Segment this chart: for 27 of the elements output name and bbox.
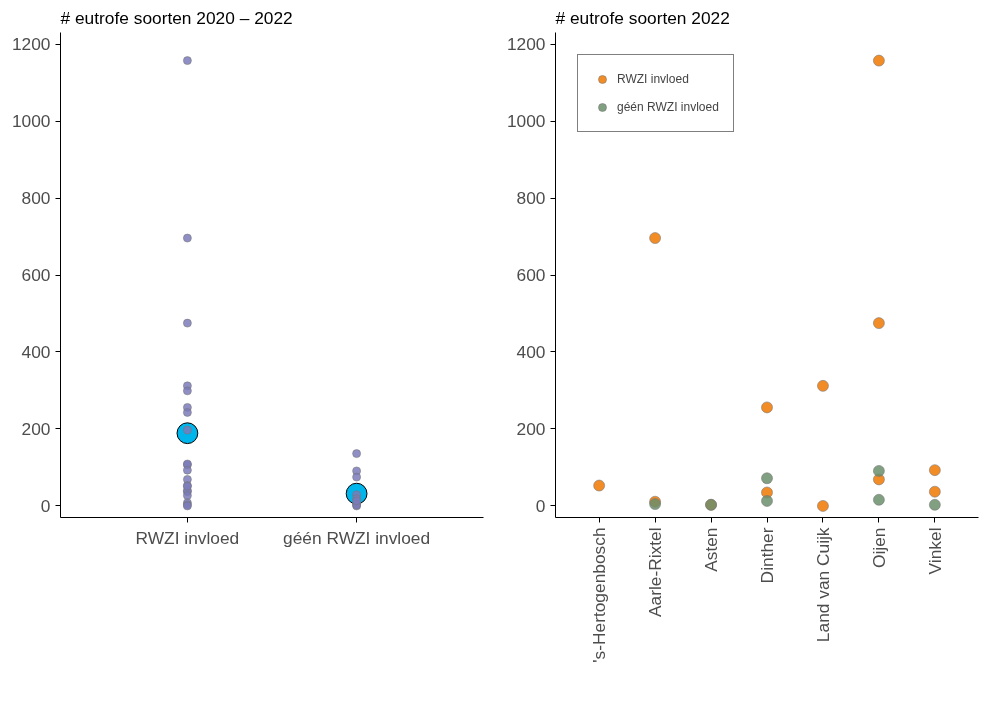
y-tick-label: 800: [21, 188, 51, 209]
y-tick-label: 200: [516, 418, 546, 439]
y-tick-label: 800: [516, 188, 546, 209]
x-tick-label: 's-Hertogenbosch: [589, 527, 610, 663]
chart-title: # eutrofe soorten 2020 – 2022: [60, 7, 293, 28]
y-tick-label: 1200: [506, 34, 546, 55]
y-tick-label: 1200: [11, 34, 51, 55]
x-tick-label: Vinkel: [924, 527, 945, 575]
legend-label: RWZI invloed: [617, 72, 689, 86]
y-tick-label: 400: [21, 341, 51, 362]
y-tick-label: 200: [21, 418, 51, 439]
y-tick-label: 600: [516, 265, 546, 285]
x-tick-label: géén RWZI invloed: [283, 527, 431, 548]
y-tick-label: 400: [516, 341, 546, 362]
x-tick-label: Oijen: [868, 527, 889, 568]
chart-title: # eutrofe soorten 2022: [555, 7, 730, 28]
y-tick-label: 0: [40, 495, 51, 516]
y-tick-label: 1000: [11, 111, 51, 132]
x-tick-label: Aarle-Rixtel: [645, 527, 666, 618]
x-tick-label: Dinther: [757, 527, 777, 584]
y-tick-label: 0: [535, 495, 546, 516]
x-tick-label: Land van Cuijk: [812, 527, 833, 643]
legend-label: géén RWZI invloed: [617, 100, 719, 114]
y-tick-label: 600: [21, 265, 51, 285]
y-tick-label: 1000: [506, 111, 546, 132]
x-tick-label: Asten: [701, 527, 722, 572]
x-tick-label: RWZI invloed: [135, 527, 240, 548]
